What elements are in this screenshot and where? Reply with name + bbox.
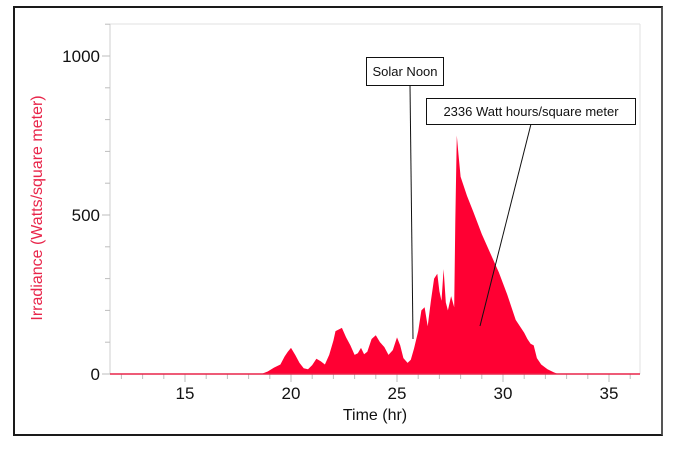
solar-noon-annotation[interactable]: Solar Noon [366, 57, 444, 340]
y-axis: 0 500 1000 [62, 23, 110, 384]
x-tick-label: 25 [388, 384, 407, 403]
x-tick-label: 15 [176, 384, 195, 403]
x-tick-label: 20 [282, 384, 301, 403]
y-tick-label: 1000 [62, 47, 100, 66]
energy-total-label: 2336 Watt hours/square meter [443, 104, 619, 119]
y-tick-label: 0 [91, 365, 100, 384]
x-axis-title: Time (hr) [343, 407, 407, 424]
x-tick-label: 35 [600, 384, 619, 403]
energy-total-annotation[interactable]: 2336 Watt hours/square meter [426, 98, 636, 327]
y-tick-label: 500 [72, 206, 100, 225]
irradiance-area [110, 135, 641, 374]
x-axis: 15 20 25 30 35 [120, 374, 631, 403]
x-tick-label: 30 [494, 384, 513, 403]
solar-noon-label: Solar Noon [372, 64, 437, 79]
y-axis-title: Irradiance (Watts/square meter) [29, 95, 46, 320]
chart-frame [13, 6, 663, 436]
energy-total-box [426, 98, 636, 125]
solar-noon-box [366, 57, 444, 86]
plot-area [109, 23, 641, 374]
solar-noon-leader-line [409, 84, 414, 340]
energy-total-leader-line [479, 123, 532, 327]
